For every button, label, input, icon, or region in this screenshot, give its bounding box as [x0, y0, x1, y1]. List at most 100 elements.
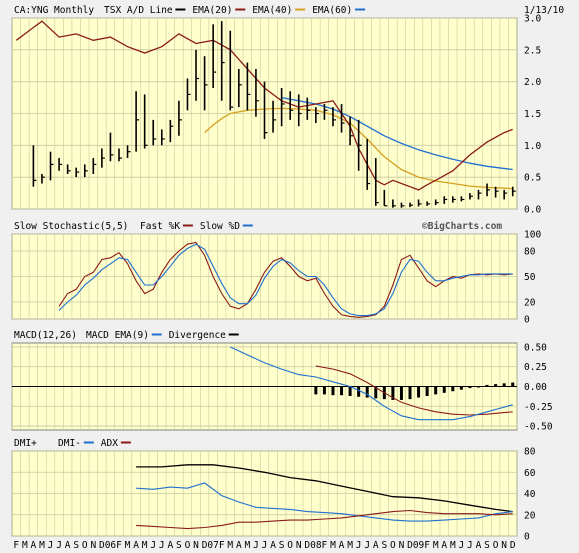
divergence-bar [502, 383, 506, 387]
x-tick-label: F [116, 540, 122, 551]
x-tick-label: J [48, 540, 54, 551]
y-tick-label: 20 [524, 298, 536, 309]
x-tick-label: M [125, 540, 131, 551]
y-tick-label: 1.0 [524, 141, 541, 152]
x-tick-label: F [13, 540, 19, 551]
legend-label: TSX A/D Line [104, 5, 173, 16]
divergence-bar [511, 382, 515, 387]
x-tick-label: O [390, 540, 396, 551]
divergence-bar [399, 386, 403, 400]
x-tick-label: M [330, 540, 336, 551]
legend-label: Fast %K [140, 221, 180, 232]
divergence-bar [451, 386, 455, 392]
stochastic-title: Slow Stochastic(5,5) [14, 221, 128, 232]
y-tick-label: 40 [524, 489, 536, 500]
y-tick-label: 2.5 [524, 45, 541, 56]
watermark: ©BigCharts.com [422, 221, 502, 232]
divergence-bar [331, 386, 335, 396]
divergence-bar [417, 386, 421, 398]
dmi-panel: 80 60 40 20 0 [11, 447, 536, 543]
x-tick-label: N [399, 540, 405, 551]
divergence-bar [468, 386, 472, 389]
x-tick-label: S [484, 540, 490, 551]
x-tick-label: M [450, 540, 456, 551]
y-tick-label: 0.50 [524, 342, 547, 353]
x-tick-label: A [373, 540, 379, 551]
x-tick-label: J [150, 540, 156, 551]
y-tick-label: 0 [524, 315, 530, 326]
x-tick-label: S [381, 540, 387, 551]
x-tick-label: A [65, 540, 71, 551]
divergence-bar [365, 386, 369, 398]
stochastic-legend: Fast %K Slow %D [140, 221, 253, 232]
x-tick-label: A [441, 540, 447, 551]
divergence-bar [459, 386, 463, 390]
x-tick-label: M [22, 540, 28, 551]
x-tick-label: D [99, 540, 105, 551]
legend-label: DMI- [58, 438, 81, 449]
dmi-plus-line [136, 482, 513, 522]
x-tick-label: M [433, 540, 439, 551]
x-tick-label: N [90, 540, 96, 551]
y-tick-label: 0 [524, 532, 530, 543]
y-tick-label: 80 [524, 447, 536, 458]
x-tick-label: M [39, 540, 45, 551]
x-tick-label: A [31, 540, 37, 551]
macd-panel: 0.50 0.25 0.00 -0.25 -0.50 [11, 342, 553, 433]
x-tick-label: 06 [105, 540, 117, 551]
x-tick-label: O [185, 540, 191, 551]
x-tick-label: J [364, 540, 370, 551]
divergence-bar [348, 386, 352, 396]
ema60-line [281, 96, 513, 171]
x-tick-label: J [56, 540, 62, 551]
y-tick-label: 50 [524, 272, 536, 283]
fast-k-line [58, 241, 513, 318]
macd-line [230, 346, 513, 421]
divergence-bar [314, 386, 318, 395]
divergence-bar [391, 386, 395, 400]
chart-date: 1/13/10 [524, 5, 564, 16]
x-tick-label: D [202, 540, 208, 551]
x-tick-label: J [458, 540, 464, 551]
legend-label: MACD EMA(9) [86, 330, 149, 341]
macd-signal-line [315, 365, 513, 416]
y-tick-label: 0.5 [524, 173, 541, 184]
y-tick-label: 3.0 [524, 14, 541, 25]
x-tick-label: D [510, 540, 516, 551]
dmi-title: DMI+ [14, 438, 37, 449]
divergence-bar [374, 386, 378, 399]
y-tick-label: 0.25 [524, 362, 547, 373]
divergence-bar [408, 386, 412, 400]
legend-label: Slow %D [200, 221, 240, 232]
x-tick-label: M [245, 540, 251, 551]
macd-title: MACD(12,26) [14, 330, 77, 341]
x-tick-label: A [236, 540, 242, 551]
y-tick-label: 2.0 [524, 77, 541, 88]
y-tick-label: 0.00 [524, 382, 547, 393]
y-tick-label: 1.5 [524, 109, 541, 120]
y-tick-label: -0.25 [524, 402, 553, 413]
legend-label: Divergence [169, 330, 226, 341]
x-tick-label: A [339, 540, 345, 551]
x-tick-label: J [356, 540, 362, 551]
x-tick-label: 07 [207, 540, 218, 551]
x-tick-label: D [304, 540, 310, 551]
x-tick-label: O [493, 540, 499, 551]
divergence-bar [476, 386, 480, 388]
divergence-bar [434, 386, 438, 395]
x-tick-label: S [73, 540, 79, 551]
x-tick-label: J [467, 540, 473, 551]
x-tick-label: N [501, 540, 507, 551]
divergence-bar [425, 386, 429, 396]
stochastic-panel: 100 80 50 20 0 [11, 230, 541, 326]
x-tick-label: J [253, 540, 259, 551]
x-tick-label: D [407, 540, 413, 551]
legend-label: EMA(40) [252, 5, 292, 16]
adx-line [136, 464, 513, 513]
x-tick-label: J [159, 540, 165, 551]
symbol-title: CA:YNG Monthly [14, 5, 94, 16]
dmi-legend: DMI- ADX [58, 438, 131, 449]
macd-legend: MACD EMA(9) Divergence [86, 330, 239, 341]
y-tick-label: 20 [524, 510, 536, 521]
dmi-minus-line [136, 509, 513, 530]
